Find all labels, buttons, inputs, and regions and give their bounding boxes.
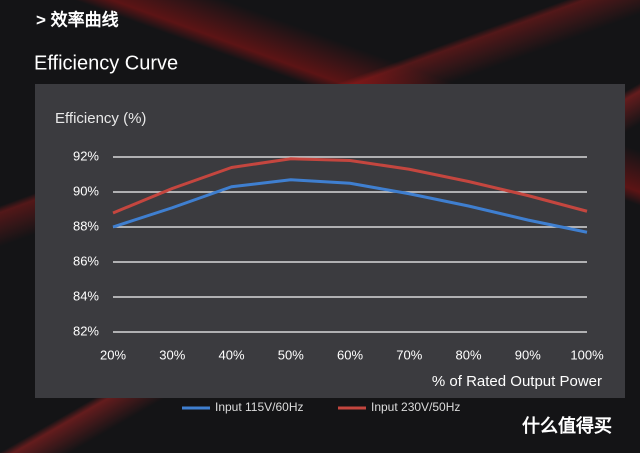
chart-panel [35, 84, 625, 398]
watermark: 什么值得买 [522, 415, 612, 436]
x-tick-label: 100% [570, 347, 604, 362]
y-tick-label: 86% [73, 253, 99, 268]
y-tick-label: 90% [73, 183, 99, 198]
legend-label: Input 115V/60Hz [215, 400, 304, 414]
x-tick-label: 80% [455, 347, 481, 362]
y-tick-label: 88% [73, 218, 99, 233]
series-line [112, 178, 588, 234]
x-tick-label: 30% [159, 347, 185, 362]
y-axis-title: Efficiency (%) [55, 110, 146, 127]
x-tick-label: 70% [396, 347, 422, 362]
chart-title: Efficiency Curve [34, 52, 178, 74]
x-axis-title: % of Rated Output Power [432, 373, 602, 390]
section-title: > 效率曲线 [36, 9, 119, 29]
x-tick-label: 40% [218, 347, 244, 362]
x-tick-label: 60% [337, 347, 363, 362]
x-tick-label: 20% [100, 347, 126, 362]
x-tick-label: 90% [515, 347, 541, 362]
y-tick-label: 84% [73, 288, 99, 303]
x-tick-label: 50% [278, 347, 304, 362]
series-line [112, 157, 588, 215]
y-tick-label: 92% [73, 148, 99, 163]
y-tick-label: 82% [73, 323, 99, 338]
legend-label: Input 230V/50Hz [371, 400, 460, 414]
